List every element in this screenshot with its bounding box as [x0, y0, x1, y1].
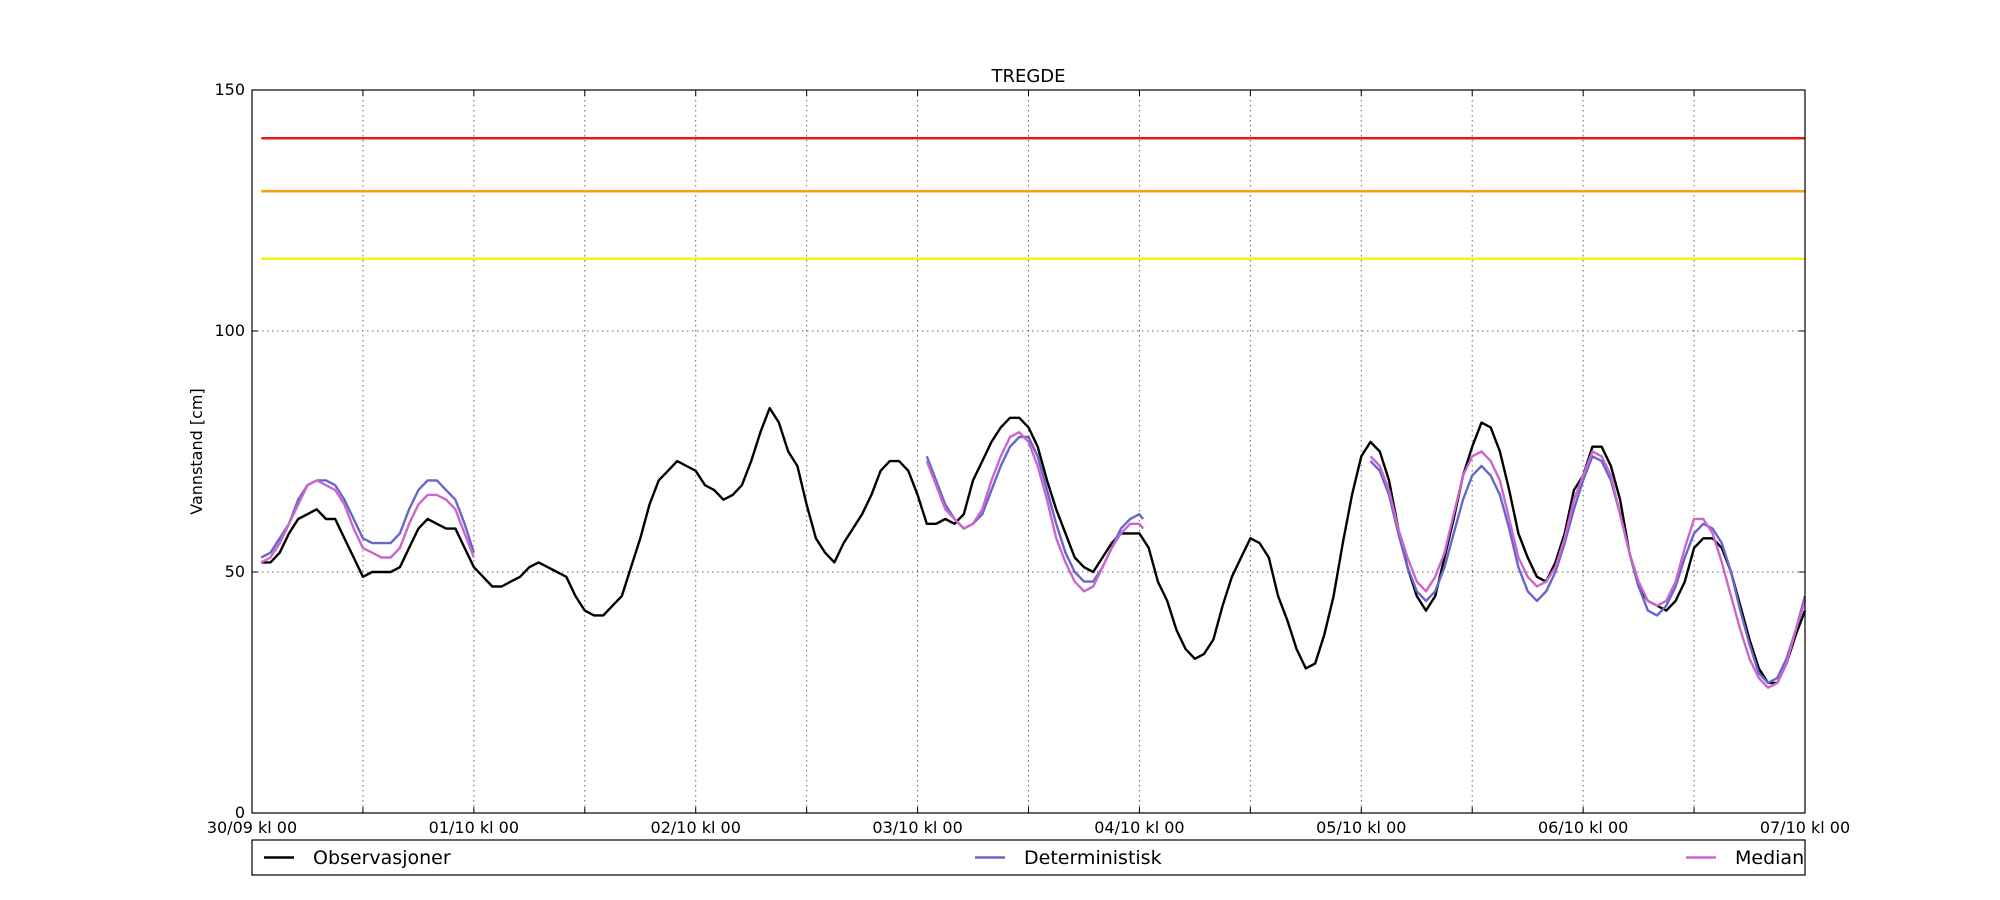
legend: Observasjoner Deterministisk Median [251, 839, 1806, 876]
x-tick-label: 04/10 kl 00 [1094, 818, 1184, 837]
y-axis-label: Vannstand [cm] [187, 388, 206, 514]
series-line [260, 479, 476, 559]
x-tick-label: 30/09 kl 00 [207, 818, 297, 837]
series-line [1369, 455, 1807, 685]
legend-label: Median [1735, 847, 1804, 869]
threshold-lines [261, 136, 1805, 260]
series-line [1369, 450, 1807, 689]
x-tick-label: 03/10 kl 00 [872, 818, 962, 837]
series-line [925, 431, 1145, 593]
grid [252, 90, 1805, 813]
chart-title: TREGDE [990, 66, 1065, 87]
x-tick-label: 05/10 kl 00 [1316, 818, 1406, 837]
y-tick-label: 0 [235, 803, 245, 822]
legend-label: Deterministisk [1024, 847, 1162, 869]
y-tick-label: 150 [214, 80, 245, 99]
x-tick-label: 02/10 kl 00 [651, 818, 741, 837]
legend-label: Observasjoner [313, 847, 451, 869]
series-lines [260, 406, 1807, 689]
x-tick-label: 01/10 kl 00 [429, 818, 519, 837]
x-tick-label: 06/10 kl 00 [1538, 818, 1628, 837]
series-line [260, 479, 476, 564]
y-tick-label: 50 [225, 562, 245, 581]
x-tick-label: 07/10 kl 00 [1760, 818, 1850, 837]
legend-box [251, 839, 1806, 876]
ticks: 30/09 kl 00 01/10 kl 00 02/10 kl 00 03/10 k… [207, 80, 1850, 837]
y-tick-label: 100 [214, 321, 245, 340]
